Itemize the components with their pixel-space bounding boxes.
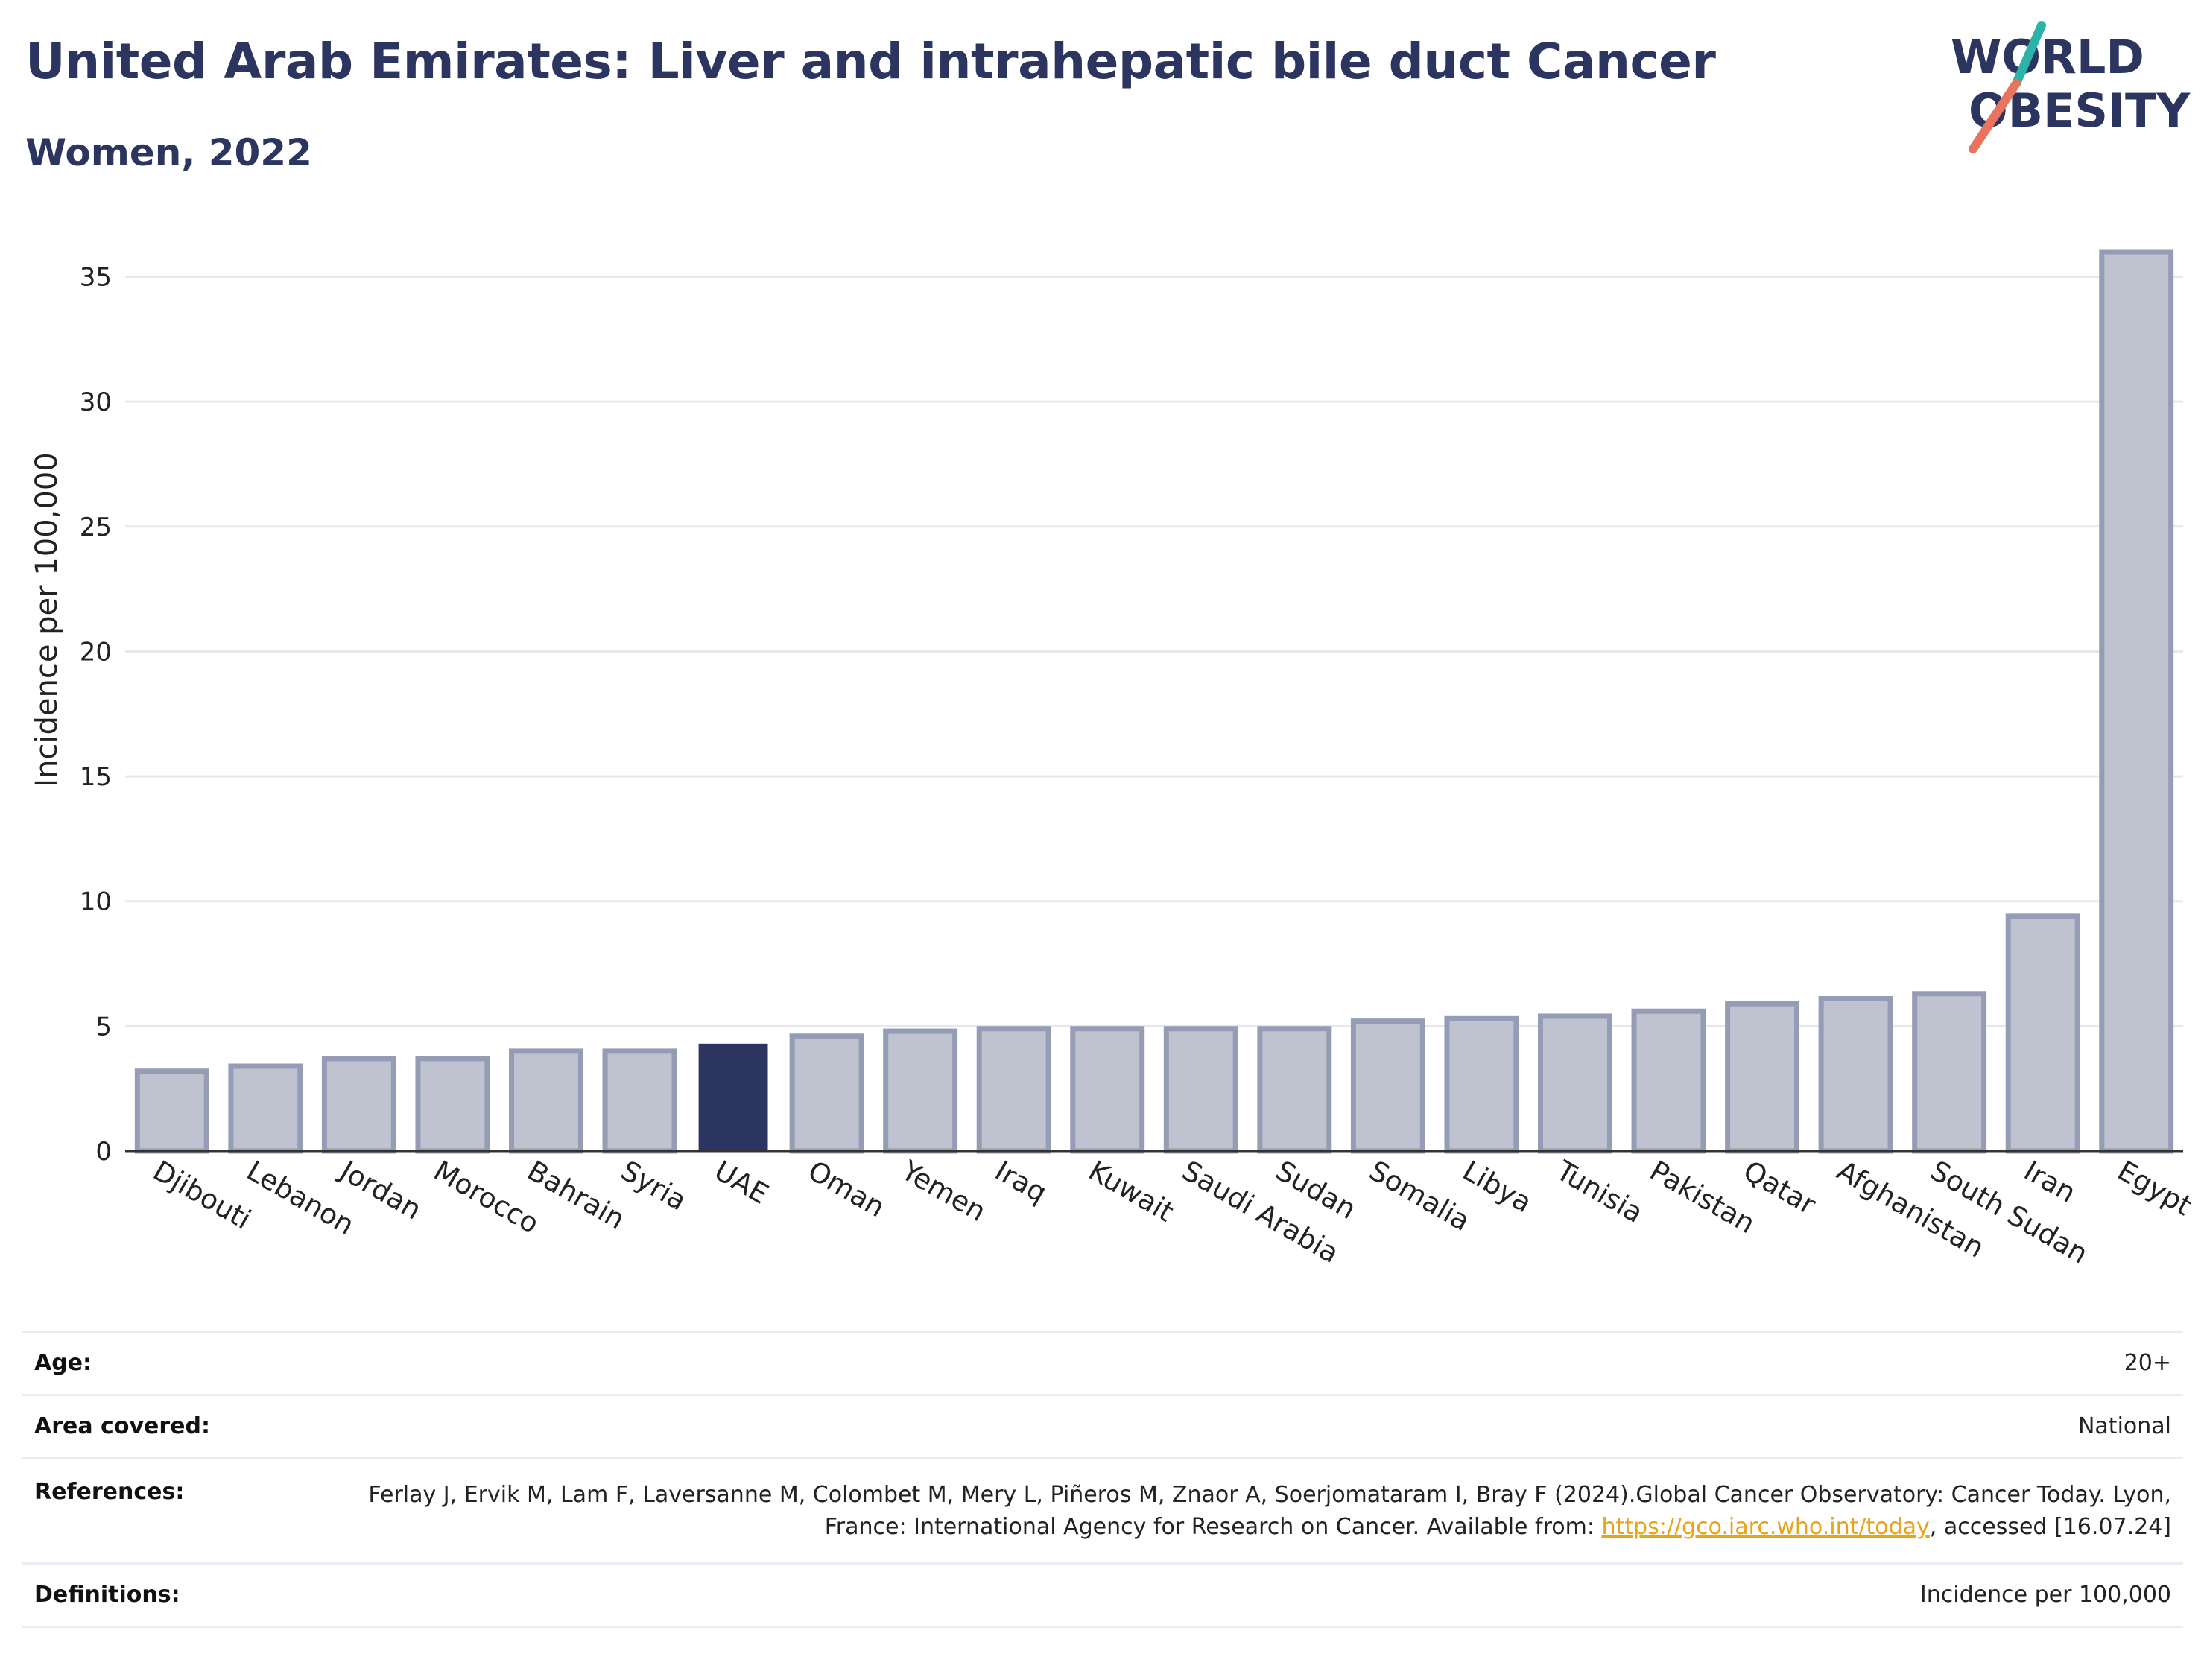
bar-oman[interactable]: [789, 1033, 864, 1154]
bar-yemen[interactable]: [883, 1028, 958, 1154]
x-tick-label: Yemen: [896, 1154, 992, 1228]
bar-afghanistan[interactable]: [1818, 995, 1893, 1154]
info-row-age: Age: 20+: [22, 1331, 2183, 1394]
bar-qatar[interactable]: [1725, 1001, 1799, 1154]
bar-iran[interactable]: [2005, 913, 2080, 1154]
definitions-label: Definitions:: [34, 1582, 180, 1608]
bar-morocco[interactable]: [415, 1056, 490, 1154]
chart-title: United Arab Emirates: Liver and intrahep…: [25, 33, 1716, 90]
x-tick-label: Bahrain: [522, 1155, 630, 1236]
x-tick-label: Pakistan: [1644, 1155, 1761, 1240]
bar-kuwait[interactable]: [1070, 1026, 1145, 1154]
x-tick-label: South Sudan: [1925, 1155, 2094, 1270]
x-tick-label: Djibouti: [148, 1155, 256, 1236]
bar-tunisia[interactable]: [1538, 1013, 1612, 1154]
bar-djibouti[interactable]: [134, 1068, 209, 1154]
bar-bahrain[interactable]: [509, 1048, 583, 1154]
info-table: Age: 20+ Area covered: National Referenc…: [22, 1331, 2183, 1628]
y-tick-label: 35: [80, 263, 112, 293]
bar-sudan[interactable]: [1257, 1026, 1332, 1154]
bar-somalia[interactable]: [1350, 1018, 1425, 1154]
x-tick-label: Egypt: [2112, 1155, 2197, 1223]
bars: [134, 249, 2174, 1154]
bar-syria[interactable]: [602, 1048, 677, 1154]
x-tick-label: Oman: [802, 1155, 890, 1224]
references-label: References:: [34, 1479, 185, 1505]
y-tick-label: 25: [80, 513, 112, 542]
bar-uae[interactable]: [698, 1043, 768, 1151]
bar-jordan[interactable]: [321, 1056, 396, 1154]
world-obesity-logo: WORLD OBESITY: [1951, 21, 2191, 153]
x-tick-label: Somalia: [1364, 1155, 1475, 1237]
age-value: 20+: [2124, 1350, 2171, 1376]
y-axis-label: Incidence per 100,000: [30, 452, 64, 787]
info-row-area: Area covered: National: [22, 1394, 2183, 1457]
y-tick-label: 30: [80, 387, 112, 417]
area-label: Area covered:: [34, 1413, 210, 1439]
x-tick-label: Tunisia: [1551, 1154, 1649, 1229]
bar-saudi-arabia[interactable]: [1163, 1026, 1238, 1154]
y-tick-label: 10: [80, 887, 112, 917]
age-label: Age:: [34, 1350, 92, 1376]
x-tick-label: Iran: [2018, 1155, 2081, 1209]
bar-pakistan[interactable]: [1631, 1008, 1706, 1154]
references-value: Ferlay J, Ervik M, Lam F, Laversanne M, …: [308, 1479, 2171, 1543]
bar-south-sudan[interactable]: [1912, 991, 1987, 1154]
gridlines: [125, 276, 2183, 1027]
logo-slash-coral: [1969, 79, 2021, 153]
info-row-references: References: Ferlay J, Ervik M, Lam F, La…: [22, 1457, 2183, 1562]
references-link[interactable]: https://gco.iarc.who.int/today: [1601, 1514, 1930, 1540]
y-tick-label: 15: [80, 762, 112, 792]
x-tick-label: Iraq: [989, 1155, 1052, 1209]
x-tick-label: UAE: [709, 1155, 774, 1211]
bar-libya[interactable]: [1444, 1015, 1519, 1154]
area-value: National: [2077, 1413, 2171, 1439]
bar-egypt[interactable]: [2099, 249, 2174, 1154]
chart-subtitle: Women, 2022: [25, 131, 312, 174]
references-text-after: , accessed [16.07.24]: [1929, 1514, 2171, 1540]
definitions-value: Incidence per 100,000: [1919, 1582, 2171, 1608]
logo-slash-teal: [2012, 21, 2046, 88]
y-tick-label: 5: [95, 1012, 112, 1042]
y-tick-label: 20: [80, 637, 112, 667]
references-text: Ferlay J, Ervik M, Lam F, Laversanne M, …: [368, 1482, 2171, 1540]
info-row-definitions: Definitions: Incidence per 100,000: [22, 1562, 2183, 1628]
x-tick-label: Lebanon: [241, 1155, 360, 1241]
x-tick-label: Kuwait: [1083, 1155, 1179, 1229]
x-tick-label: Morocco: [428, 1155, 545, 1240]
bar-lebanon[interactable]: [228, 1063, 303, 1154]
x-tick-label: Saudi Arabia: [1177, 1155, 1344, 1270]
bar-iraq[interactable]: [976, 1026, 1051, 1154]
logo-line1: WORLD: [1951, 30, 2144, 84]
y-tick-label: 0: [95, 1137, 112, 1167]
